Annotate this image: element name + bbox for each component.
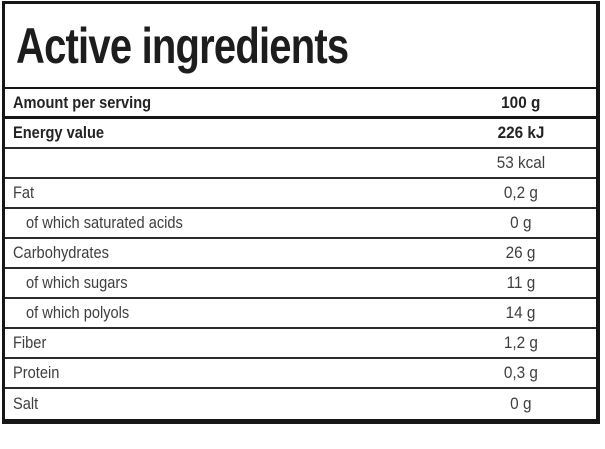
row-label: Energy value (13, 123, 105, 142)
row-label: Amount per serving (13, 92, 152, 112)
label-title-band: Active ingredients (5, 4, 596, 89)
row-value: 0 g (510, 394, 532, 413)
row-value: 26 g (506, 243, 536, 262)
row-label: Fat (13, 183, 35, 202)
row-value: 1,2 g (503, 333, 539, 352)
row-value: 0,3 g (503, 363, 539, 382)
label-title: Active ingredients (16, 17, 349, 74)
row-label: Fiber (13, 333, 47, 352)
row-value: 100 g (501, 92, 541, 112)
row-value: 0 g (510, 213, 532, 232)
row-fat: Fat 0,2 g (5, 179, 596, 209)
row-energy-kcal: 53 kcal (5, 149, 596, 179)
row-saturated-acids: of which saturated acids 0 g (5, 209, 596, 239)
row-label: Salt (13, 394, 39, 413)
row-amount-per-serving: Amount per serving 100 g (5, 89, 596, 119)
row-fiber: Fiber 1,2 g (5, 329, 596, 359)
row-label: of which saturated acids (26, 213, 183, 232)
row-salt: Salt 0 g (5, 389, 596, 419)
row-carbohydrates: Carbohydrates 26 g (5, 239, 596, 269)
row-value: 0,2 g (503, 183, 539, 202)
row-label: of which sugars (26, 273, 128, 292)
row-value: 226 kJ (497, 123, 545, 142)
row-sugars: of which sugars 11 g (5, 269, 596, 299)
row-value: 14 g (506, 303, 536, 322)
row-energy-value: Energy value 226 kJ (5, 119, 596, 149)
row-label (5, 153, 13, 173)
row-protein: Protein 0,3 g (5, 359, 596, 389)
row-polyols: of which polyols 14 g (5, 299, 596, 329)
row-label: of which polyols (26, 303, 130, 322)
row-label: Carbohydrates (13, 243, 109, 262)
nutrition-label: Active ingredients Amount per serving 10… (2, 1, 600, 424)
row-label: Protein (13, 363, 60, 382)
row-value: 53 kcal (496, 153, 546, 172)
row-value: 11 g (506, 273, 536, 292)
